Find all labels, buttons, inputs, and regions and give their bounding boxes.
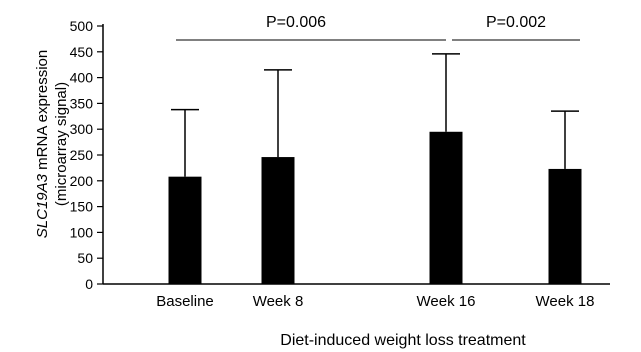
y-tick-label: 150 xyxy=(70,199,94,215)
y-tick-label: 0 xyxy=(85,276,93,292)
x-tick-label: Week 16 xyxy=(417,293,476,310)
error-bars xyxy=(171,54,579,177)
bar xyxy=(430,132,463,284)
y-axis-title: SLC19A3 mRNA expression (microarray sign… xyxy=(34,50,70,238)
y-tick-label: 200 xyxy=(70,173,94,189)
y-tick-label: 400 xyxy=(70,70,94,86)
y-tick-label: 350 xyxy=(70,95,94,111)
bar xyxy=(169,177,202,284)
x-tick-label: Week 18 xyxy=(536,293,595,310)
p-value-label: P=0.002 xyxy=(486,14,546,31)
y-ticks: 0 50 100 150 200 250 300 350 400 450 500 xyxy=(70,18,103,292)
y-tick-label: 500 xyxy=(70,18,94,34)
y-tick-label: 50 xyxy=(77,250,93,266)
y-tick-label: 100 xyxy=(70,224,94,240)
y-tick-label: 300 xyxy=(70,121,94,137)
x-axis-title: Diet-induced weight loss treatment xyxy=(280,332,526,349)
bars xyxy=(169,132,582,284)
y-tick-label: 450 xyxy=(70,44,94,60)
y-axis-title-line1: SLC19A3 mRNA expression xyxy=(34,50,51,238)
p-value-label: P=0.006 xyxy=(266,14,326,31)
y-axis-title-rest: mRNA expression xyxy=(34,50,51,174)
x-tick-label: Baseline xyxy=(156,293,214,310)
bar xyxy=(549,169,582,284)
significance-annotations: P=0.006 P=0.002 xyxy=(176,14,580,40)
x-tick-labels: Baseline Week 8 Week 16 Week 18 xyxy=(156,293,594,310)
x-tick-label: Week 8 xyxy=(253,293,304,310)
bar xyxy=(262,157,295,284)
y-axis-gene-name: SLC19A3 xyxy=(34,173,51,238)
y-axis-title-line2: (microarray signal) xyxy=(53,82,70,206)
y-tick-label: 250 xyxy=(70,147,94,163)
